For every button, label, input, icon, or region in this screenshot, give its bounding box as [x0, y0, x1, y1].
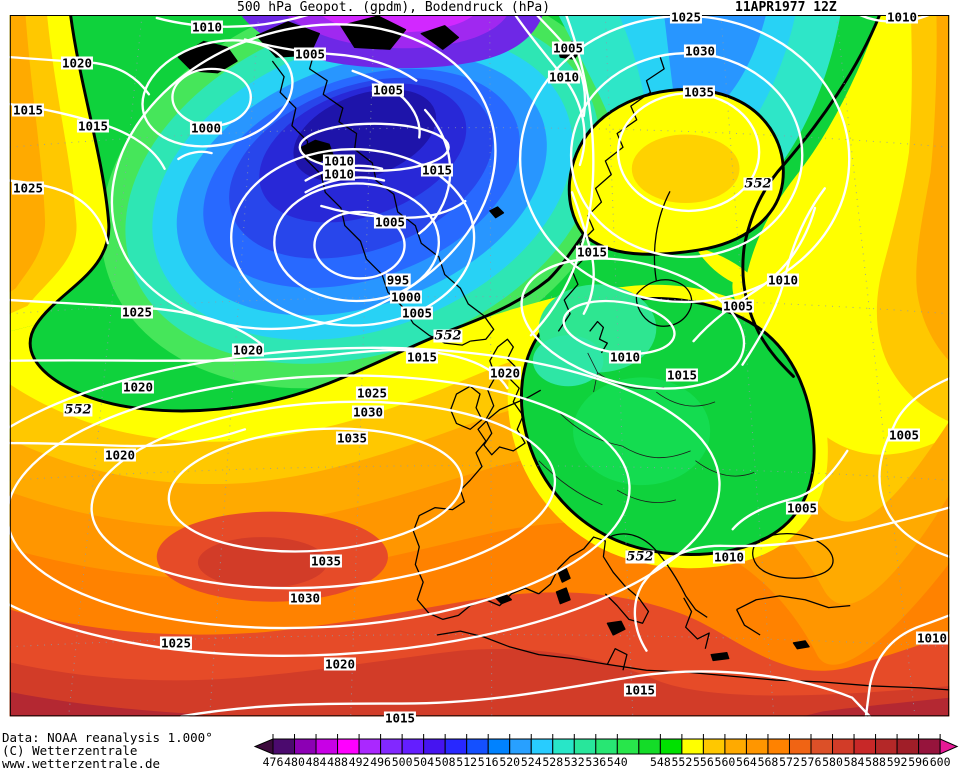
colorbar-segment: [509, 738, 532, 755]
colorbar-tick-label: 480: [284, 755, 305, 769]
colorbar-tick-label: 528: [542, 755, 563, 769]
credits-block: Data: NOAA reanalysis 1.000° (C) Wetterz…: [2, 731, 332, 770]
colorbar-segment: [659, 738, 683, 755]
colorbar-segment: [875, 738, 898, 755]
colorbar-segment: [315, 738, 339, 755]
colorbar-tick-label: 584: [844, 755, 865, 769]
colorbar-tick-label: 592: [887, 755, 908, 769]
colorbar-segment: [788, 738, 812, 755]
colorbar-segment: [724, 738, 747, 755]
colorbar-tick-label: 500: [392, 755, 413, 769]
colorbar-tick-label: 552: [671, 755, 692, 769]
colorbar-segment: [918, 738, 941, 755]
colorbar-tick-label: 516: [478, 755, 499, 769]
colorbar-segment: [530, 738, 554, 755]
map-title: 500 hPa Geopot. (gpdm), Bodendruck (hPa): [237, 0, 551, 15]
colorbar-tick-label: 492: [349, 755, 370, 769]
colorbar-segment: [832, 738, 855, 755]
colorbar-segment: [616, 738, 640, 755]
colorbar-segment: [853, 738, 877, 755]
colorbar-tick-label: 568: [758, 755, 779, 769]
map-title-bar: 500 hPa Geopot. (gpdm), Bodendruck (hPa)…: [0, 0, 959, 15]
colorbar-tick-label: 564: [736, 755, 757, 769]
colorbar-arrow-right: [939, 738, 959, 755]
colorbar-segment: [272, 738, 296, 755]
colorbar-tick-label: 572: [779, 755, 800, 769]
colorbar-segment: [595, 738, 618, 755]
colorbar-segment: [294, 738, 317, 755]
colorbar-segment: [573, 738, 597, 755]
colorbar-segment: [767, 738, 790, 755]
colorbar-segment: [423, 738, 446, 755]
colorbar-tick-label: 488: [327, 755, 348, 769]
colorbar-tick-label: 520: [499, 755, 520, 769]
colorbar-arrow-left: [253, 738, 274, 755]
colorbar-tick-label: 576: [801, 755, 822, 769]
colorbar-segment: [337, 738, 360, 755]
colorbar-tick-label: 508: [435, 755, 456, 769]
colorbar-tick-label: 556: [693, 755, 714, 769]
colorbar-tick-label: 484: [306, 755, 327, 769]
colorbar-tick-label: 536: [585, 755, 606, 769]
colorbar-tick-label: 596: [908, 755, 929, 769]
colorbar-tick-label: 476: [263, 755, 284, 769]
colorbar-segment: [896, 738, 920, 755]
colorbar-tick-label: 504: [413, 755, 434, 769]
credit-url: www.wetterzentrale.de: [2, 756, 161, 770]
geopotential-colorbar: 476 480 484 488 492 496 500 504 508 512 516 520 524 5…: [253, 734, 959, 769]
colorbar-tick-label: 580: [822, 755, 843, 769]
colorbar-segment: [487, 738, 511, 755]
colorbar-segment: [358, 738, 382, 755]
colorbar-tick-label: 600: [930, 755, 951, 769]
country-borders: [538, 352, 755, 506]
colorbar-segment: [681, 738, 704, 755]
graticule-lines: [9, 15, 950, 717]
colorbar-segment: [380, 738, 403, 755]
credit-copyright: (C) Wetterzentrale: [2, 743, 138, 758]
colorbar-tick-label: 548: [650, 755, 671, 769]
map-valid-datetime: 11APR1977 12Z: [735, 0, 837, 15]
colorbar-segment: [702, 738, 726, 755]
colorbar-tick-label: 496: [370, 755, 391, 769]
colorbar-segment: [552, 738, 575, 755]
colorbar-tick-label: 512: [456, 755, 477, 769]
colorbar-segment: [444, 738, 468, 755]
colorbar-segment: [466, 738, 489, 755]
colorbar-tick-label: 540: [607, 755, 628, 769]
colorbar-segment: [810, 738, 834, 755]
colorbar-segment: [638, 738, 661, 755]
weather-map-canvas: [0, 15, 951, 718]
colorbar-tick-label: 532: [564, 755, 585, 769]
colorbar-tick-label: 524: [521, 755, 542, 769]
colorbar-tick-label: 588: [865, 755, 886, 769]
map-frame: [9, 15, 950, 717]
colorbar-segment: [745, 738, 769, 755]
colorbar-segment: [401, 738, 425, 755]
colorbar-tick-label: 560: [715, 755, 736, 769]
credit-data-source: Data: NOAA reanalysis 1.000°: [2, 730, 213, 745]
